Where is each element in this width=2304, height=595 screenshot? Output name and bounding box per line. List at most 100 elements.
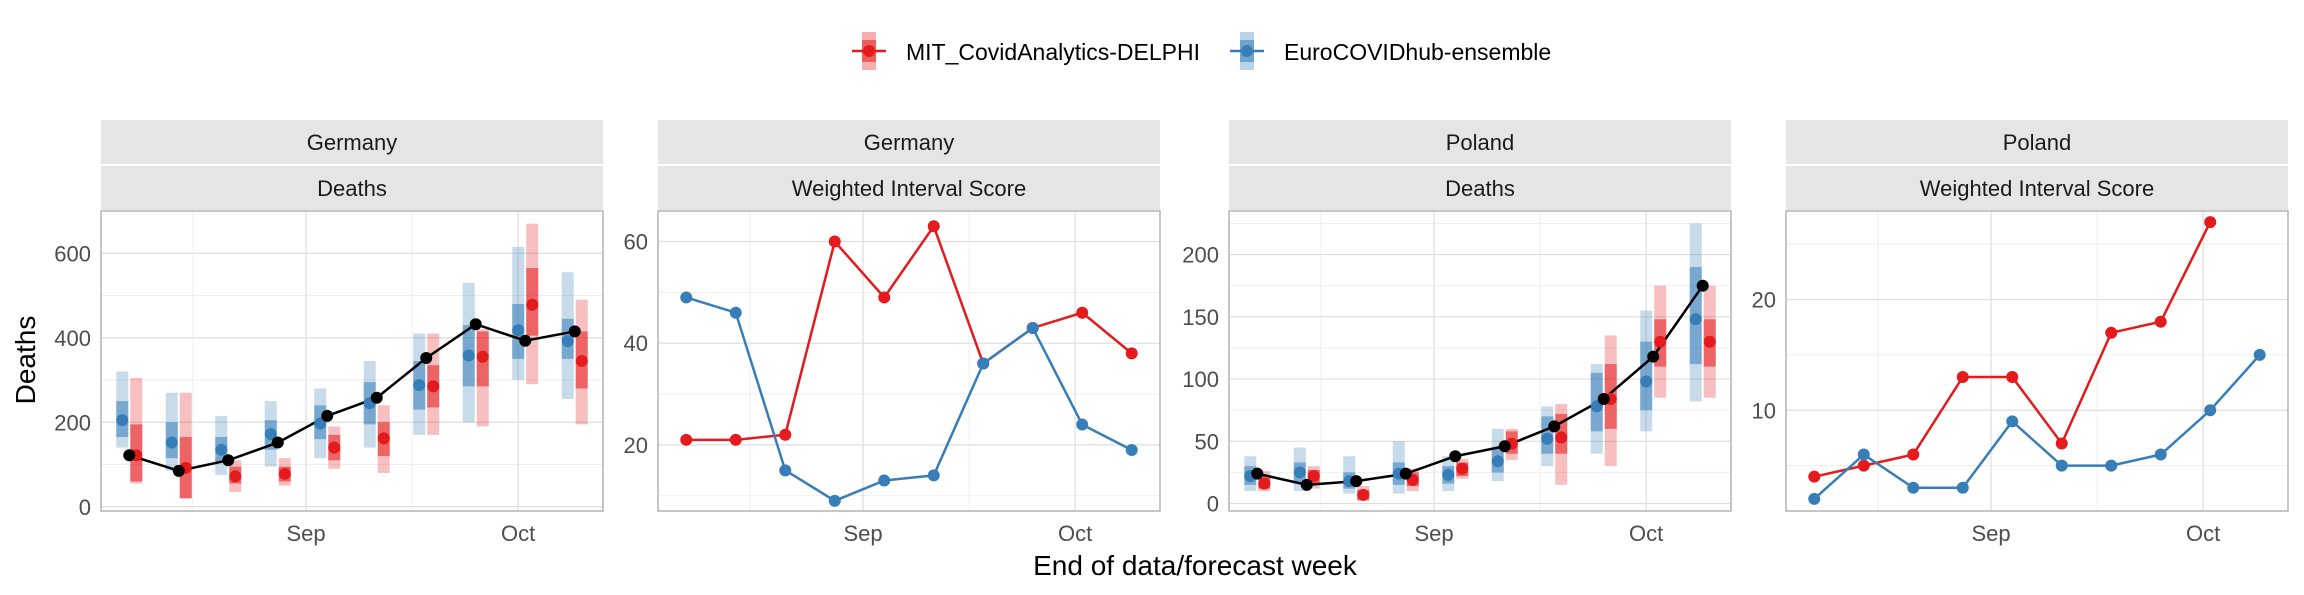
panel-2: Germany Weighted Interval Score 20 40 60 Sep O… <box>624 120 1161 546</box>
strip-subtitle-bg <box>1229 166 1731 210</box>
score-point-delphi <box>1076 306 1089 319</box>
plot-background <box>658 211 1160 511</box>
score-point-ensemble <box>779 464 792 477</box>
score-point-delphi <box>729 433 742 446</box>
y-tick-label: 10 <box>1752 398 1776 423</box>
y-tick-label: 150 <box>1182 305 1219 330</box>
score-point-ensemble <box>1808 492 1821 505</box>
x-tick-label: Sep <box>1971 521 2010 546</box>
score-point-ensemble <box>2253 348 2266 361</box>
x-tick-label: Oct <box>501 521 535 546</box>
median-point-ensemble <box>1689 313 1702 326</box>
observed-point <box>420 352 433 365</box>
y-tick-label: 40 <box>624 331 648 356</box>
score-point-ensemble <box>1125 443 1138 456</box>
score-point-ensemble <box>1907 481 1920 494</box>
strip-subtitle-bg <box>658 166 1160 210</box>
score-point-delphi <box>2105 326 2118 339</box>
score-point-delphi <box>1956 371 1969 384</box>
median-point-ensemble <box>413 379 426 392</box>
strip-title: Poland <box>2003 130 2072 155</box>
observed-point <box>1449 450 1462 463</box>
score-point-ensemble <box>828 494 841 507</box>
median-point-delphi <box>427 380 440 393</box>
x-tick-label: Sep <box>1414 521 1453 546</box>
median-point-ensemble <box>264 428 277 441</box>
score-line-ensemble <box>1813 354 2261 500</box>
strip-subtitle-bg <box>1786 166 2288 210</box>
legend-label-ensemble: EuroCOVIDhub-ensemble <box>1284 39 1551 65</box>
observed-point <box>123 449 136 462</box>
score-point-delphi <box>1808 470 1821 483</box>
observed-line <box>128 322 575 473</box>
y-tick-label: 200 <box>1182 243 1219 268</box>
score-point-delphi <box>2154 315 2167 328</box>
plot-background <box>1786 211 2288 511</box>
median-point-delphi <box>1703 335 1716 348</box>
observed-point <box>1498 440 1511 453</box>
panel-1: Germany Deaths 0 200 400 600 Sep Oct <box>54 120 604 546</box>
score-point-ensemble <box>680 291 693 304</box>
y-tick-label: 0 <box>1207 492 1219 517</box>
y-tick-label: 60 <box>624 230 648 255</box>
observed-point <box>1350 475 1363 488</box>
median-point-delphi <box>278 467 291 480</box>
score-point-ensemble <box>878 474 891 487</box>
score-point-ensemble <box>977 357 990 370</box>
score-point-delphi <box>927 220 940 233</box>
observed-point <box>370 391 383 404</box>
observed-point <box>1399 467 1412 480</box>
score-point-ensemble <box>1026 321 1039 334</box>
observed-point <box>222 454 235 467</box>
median-point-delphi <box>1357 488 1370 501</box>
median-point-delphi <box>1654 335 1667 348</box>
legend-label-delphi: MIT_CovidAnalytics-DELPHI <box>906 39 1200 65</box>
observed-line <box>1257 284 1704 487</box>
strip-subtitle: Weighted Interval Score <box>1920 176 2154 201</box>
strip-subtitle: Weighted Interval Score <box>792 176 1026 201</box>
median-point-ensemble <box>561 335 574 348</box>
median-point-ensemble <box>215 443 228 456</box>
x-tick-label: Sep <box>843 521 882 546</box>
strip-title: Germany <box>864 130 954 155</box>
score-point-ensemble <box>1956 481 1969 494</box>
y-tick-label: 100 <box>1182 367 1219 392</box>
panel-border <box>657 210 1161 512</box>
observed-point <box>519 334 532 347</box>
legend-key-delphi-point <box>863 45 875 57</box>
panel-4: Poland Weighted Interval Score 10 20 Sep Oct <box>1752 120 2289 546</box>
x-tick-label: Sep <box>286 521 325 546</box>
median-point-ensemble <box>1442 468 1455 481</box>
median-point-delphi <box>1258 477 1271 490</box>
score-point-ensemble <box>2204 404 2217 417</box>
median-point-delphi <box>476 350 489 363</box>
score-point-delphi <box>828 235 841 248</box>
strip-subtitle-bg <box>101 166 603 210</box>
median-point-ensemble <box>1293 466 1306 479</box>
x-tick-label: Oct <box>1058 521 1092 546</box>
observed-point <box>469 318 482 331</box>
y-tick-label: 0 <box>79 495 91 520</box>
legend-item-ensemble: EuroCOVIDhub-ensemble <box>1230 32 1551 70</box>
observed-point <box>321 409 334 422</box>
median-point-ensemble <box>1541 432 1554 445</box>
score-point-delphi <box>2055 437 2068 450</box>
panel-border <box>1785 210 2289 512</box>
median-point-delphi <box>229 470 242 483</box>
strip-title-bg <box>1786 120 2288 164</box>
observed-point <box>1548 420 1561 433</box>
score-point-delphi <box>1907 448 1920 461</box>
legend-key-ensemble-point <box>1241 45 1253 57</box>
legend-item-delphi: MIT_CovidAnalytics-DELPHI <box>852 32 1200 70</box>
median-point-delphi <box>377 432 390 445</box>
observed-point <box>568 325 581 338</box>
score-point-ensemble <box>1857 448 1870 461</box>
observed-point <box>1696 279 1709 292</box>
y-tick-label: 20 <box>624 433 648 458</box>
score-point-ensemble <box>1076 418 1089 431</box>
score-point-ensemble <box>927 469 940 482</box>
score-point-ensemble <box>729 306 742 319</box>
median-point-ensemble <box>512 324 525 337</box>
panel-border <box>100 210 604 512</box>
